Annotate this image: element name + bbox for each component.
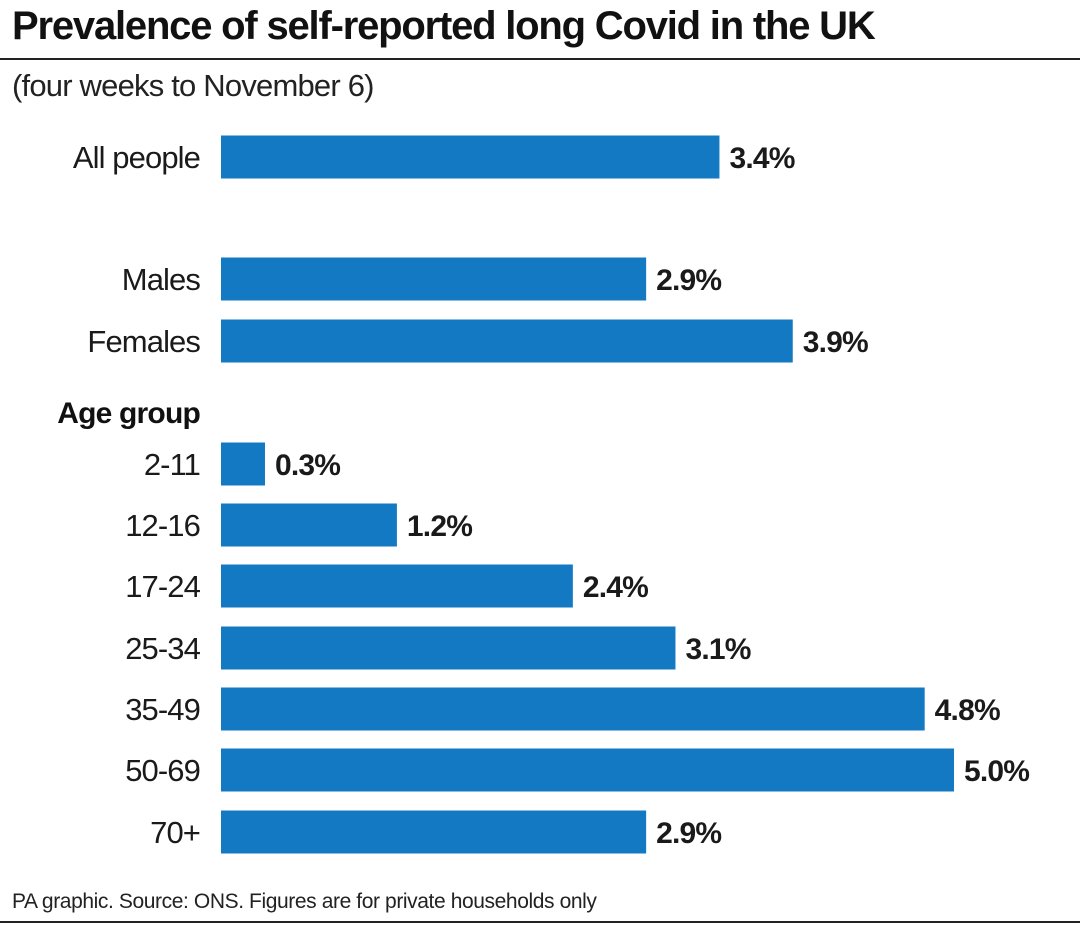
- bar-all-people: [221, 135, 720, 179]
- bar-males: [221, 257, 647, 301]
- category-label-2-11: 2-11: [144, 447, 200, 482]
- age-group-heading: Age group: [57, 397, 200, 430]
- bar-2-11: [221, 442, 265, 486]
- chart-title: Prevalence of self-reported long Covid i…: [12, 4, 876, 48]
- value-label-25-34: 3.1%: [685, 633, 750, 666]
- category-label-12-16: 12-16: [125, 508, 200, 543]
- bar-17-24: [221, 564, 573, 608]
- value-label-2-11: 0.3%: [275, 449, 340, 482]
- value-label-males: 2.9%: [656, 264, 721, 297]
- bar-70-: [221, 810, 647, 854]
- bar-females: [221, 319, 793, 363]
- value-label-70-: 2.9%: [656, 817, 721, 850]
- category-label-males: Males: [122, 262, 201, 297]
- category-label-17-24: 17-24: [125, 569, 200, 604]
- value-label-17-24: 2.4%: [583, 571, 648, 604]
- chart-subtitle: (four weeks to November 6): [12, 68, 374, 103]
- category-label-females: Females: [87, 324, 200, 359]
- category-label-25-34: 25-34: [125, 631, 200, 666]
- source-note: PA graphic. Source: ONS. Figures are for…: [12, 890, 597, 913]
- bar-12-16: [221, 503, 397, 547]
- bar-35-49: [221, 687, 925, 731]
- value-label-all-people: 3.4%: [729, 142, 794, 175]
- bar-chart: Age group All people 3.4% Males 2.9% Females 3…: [57, 135, 1030, 854]
- footer-divider: [0, 921, 1080, 923]
- category-label-all-people: All people: [73, 140, 200, 175]
- value-label-50-69: 5.0%: [964, 755, 1029, 788]
- category-label-50-69: 50-69: [125, 753, 200, 788]
- value-label-35-49: 4.8%: [935, 694, 1000, 727]
- category-label-70-: 70+: [150, 815, 200, 850]
- bar-50-69: [221, 748, 954, 792]
- value-label-12-16: 1.2%: [407, 510, 472, 543]
- title-divider: [0, 58, 1080, 60]
- category-label-35-49: 35-49: [125, 692, 200, 727]
- bar-25-34: [221, 626, 676, 670]
- value-label-females: 3.9%: [803, 326, 868, 359]
